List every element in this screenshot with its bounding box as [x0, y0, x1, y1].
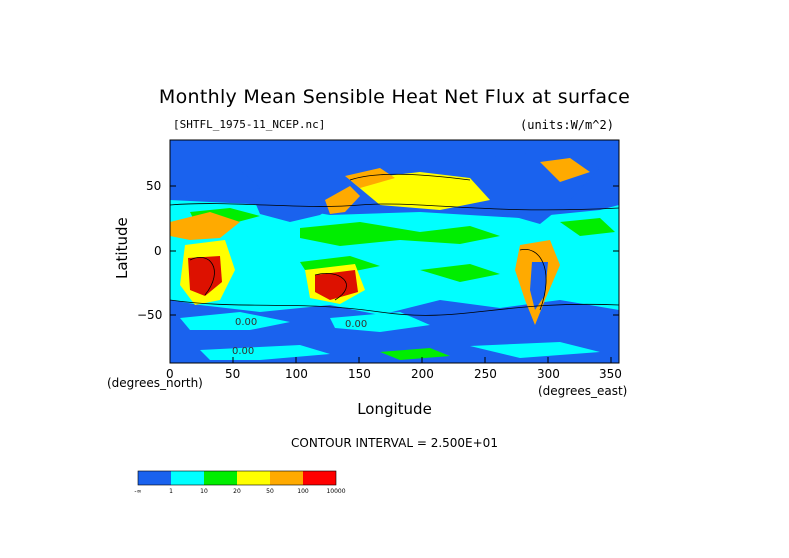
field-australia-red	[315, 270, 358, 300]
x-tick-label: 250	[474, 367, 497, 381]
field-green-3	[560, 218, 615, 236]
field-green-5	[420, 264, 500, 282]
field-antarctic-cyan	[200, 345, 330, 360]
field-npacific	[350, 172, 490, 210]
field-sahara	[170, 212, 240, 240]
contour-label-2: 0.00	[345, 319, 367, 330]
colorbar-label: 10000	[326, 488, 345, 495]
field-npacific-orange	[345, 168, 395, 188]
field-antarctic-cyan-2	[470, 342, 600, 358]
x-axis-ticks	[169, 357, 612, 363]
x-tick-label: 50	[225, 367, 241, 381]
x-axis-label: Longitude	[357, 400, 432, 418]
field-antarctic-green	[380, 348, 450, 360]
colorbar-label: 20	[233, 488, 241, 495]
chart-title: Monthly Mean Sensible Heat Net Flux at s…	[158, 86, 631, 108]
x-tick-label: 100	[285, 367, 308, 381]
x-units-east: (degrees_east)	[538, 384, 628, 398]
y-tick-label: 50	[146, 179, 162, 193]
field-cyan-south	[180, 312, 290, 330]
colorbar-swatch	[138, 471, 171, 485]
y-axis-label: Latitude	[113, 217, 131, 279]
x-units-north: (degrees_north)	[107, 376, 203, 390]
field-atl-orange	[540, 158, 590, 182]
colorbar-label: 10	[200, 488, 208, 495]
colorbar-label: 100	[297, 488, 309, 495]
field-cyan-south-2	[330, 312, 430, 332]
contour-label-3: 0.00	[232, 346, 254, 357]
file-label: [SHTFL_1975-11_NCEP.nc]	[173, 118, 326, 131]
y-tick-label: 0	[154, 244, 162, 258]
field-samerica-blue	[530, 262, 548, 310]
y-axis-ticks	[170, 185, 619, 316]
x-tick-label: 300	[537, 367, 560, 381]
field-green-1	[300, 222, 500, 246]
contour-lines	[170, 173, 619, 316]
field-cyan-belt	[170, 200, 619, 315]
units-label: (units:W/m^2)	[520, 118, 614, 132]
colorbar: -∞ 1 10 20 50 100 10000	[134, 470, 346, 495]
x-tick-label: 350	[599, 367, 622, 381]
colorbar-label: 50	[266, 488, 274, 495]
colorbar-swatch	[204, 471, 237, 485]
colorbar-swatch	[270, 471, 303, 485]
map-field	[170, 140, 619, 363]
contour-interval-label: CONTOUR INTERVAL = 2.500E+01	[291, 436, 498, 450]
x-tick-label: 0	[166, 367, 174, 381]
x-tick-label: 150	[348, 367, 371, 381]
contour-label-1: 0.00	[235, 317, 257, 328]
colorbar-swatch	[237, 471, 270, 485]
field-mideast	[325, 186, 360, 214]
colorbar-swatch	[171, 471, 204, 485]
colorbar-label: -∞	[134, 488, 141, 495]
y-tick-label: −50	[137, 308, 163, 322]
field-europe	[170, 170, 260, 198]
x-tick-label: 200	[411, 367, 434, 381]
colorbar-label: 1	[169, 488, 173, 495]
colorbar-swatch	[303, 471, 336, 485]
colorbar-frame	[137, 470, 337, 486]
